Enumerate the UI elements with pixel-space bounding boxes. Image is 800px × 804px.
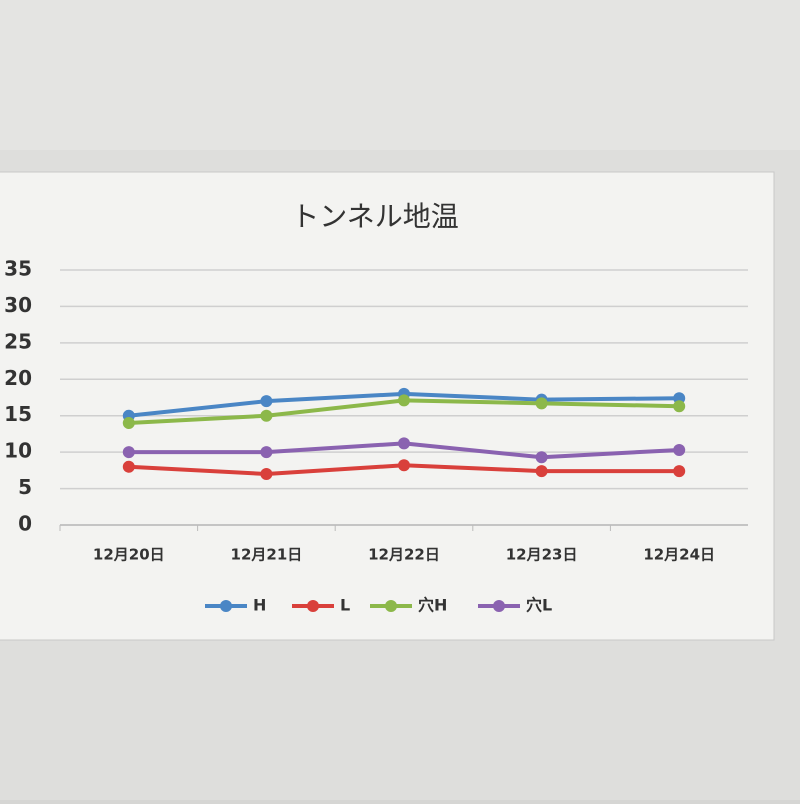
marker (122, 417, 135, 429)
marker (673, 443, 686, 456)
marker (260, 395, 273, 408)
y-tick-label: 30 (4, 293, 32, 317)
legend-marker (385, 600, 397, 612)
chart-title: トンネル地温 (291, 200, 458, 233)
x-tick-label: 12月23日 (506, 546, 578, 564)
x-tick-label: 12月21日 (231, 546, 303, 564)
x-tick-label: 12月22日 (368, 546, 440, 564)
paper-top (0, 0, 800, 150)
y-tick-label: 20 (4, 366, 32, 390)
marker (260, 468, 273, 480)
marker (260, 446, 273, 459)
x-tick-label: 12月20日 (93, 546, 165, 564)
legend-marker (220, 600, 232, 612)
marker (122, 460, 135, 473)
legend-label: 穴L (526, 596, 552, 615)
legend-marker (307, 600, 319, 612)
y-tick-label: 5 (18, 475, 32, 499)
marker (398, 459, 410, 472)
marker (260, 409, 273, 422)
marker (673, 465, 686, 478)
legend-label: H (253, 596, 266, 615)
y-tick-label: 15 (4, 402, 32, 426)
marker (535, 451, 548, 464)
y-tick-label: 25 (4, 329, 32, 353)
marker (535, 397, 548, 410)
marker (535, 465, 548, 478)
y-tick-label: 0 (18, 512, 32, 536)
marker (398, 437, 410, 450)
legend-label: L (340, 596, 350, 615)
x-tick-label: 12月24日 (643, 546, 715, 564)
legend-label: 穴H (418, 596, 447, 615)
y-tick-label: 10 (4, 439, 32, 463)
legend-marker (493, 600, 505, 612)
marker (398, 394, 410, 407)
marker (673, 400, 686, 413)
marker (122, 446, 135, 459)
y-tick-label: 35 (4, 257, 32, 281)
